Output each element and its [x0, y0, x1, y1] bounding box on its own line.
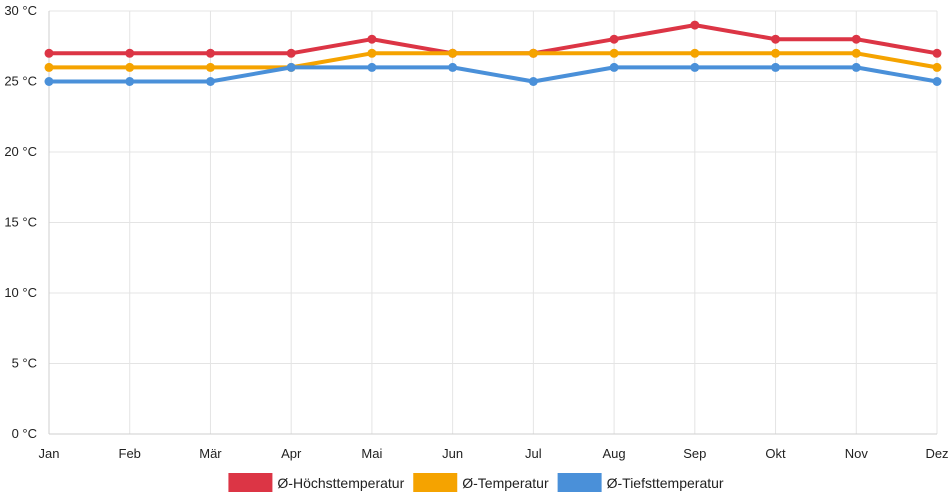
x-tick-label: Feb [119, 446, 141, 461]
x-tick-label: Dez [925, 446, 948, 461]
x-tick-label: Okt [765, 446, 786, 461]
x-tick-label: Apr [281, 446, 302, 461]
legend-label: Ø-Höchsttemperatur [277, 475, 404, 491]
series-line [47, 65, 939, 84]
data-point [690, 62, 700, 72]
y-tick-label: 5 °C [12, 356, 37, 371]
data-point [205, 77, 215, 86]
data-point [125, 62, 135, 72]
series-2 [44, 48, 942, 72]
data-point [609, 48, 619, 58]
data-point [771, 62, 781, 72]
y-tick-label: 20 °C [4, 144, 37, 159]
data-point [286, 62, 296, 72]
data-point [367, 62, 377, 72]
data-point [448, 48, 458, 58]
data-point [851, 62, 861, 72]
x-tick-label: Mär [199, 446, 222, 461]
legend-label: Ø-Tiefsttemperatur [607, 475, 724, 491]
data-point [528, 77, 538, 86]
data-point [851, 48, 861, 58]
data-point [448, 62, 458, 72]
y-tick-label: 25 °C [4, 74, 37, 89]
legend-label: Ø-Temperatur [462, 475, 549, 491]
data-point [205, 48, 215, 58]
y-tick-label: 10 °C [4, 285, 37, 300]
data-point [932, 48, 942, 58]
x-tick-label: Jun [442, 446, 463, 461]
data-point [690, 48, 700, 58]
series-line [47, 23, 939, 56]
x-tick-label: Jan [39, 446, 60, 461]
data-point [125, 48, 135, 58]
data-point [771, 34, 781, 44]
x-tick-label: Mai [361, 446, 382, 461]
legend-swatch [228, 473, 273, 492]
x-axis: Jan Feb Mär Apr Mai Jun Jul Aug Sep Okt Nov Dez [39, 433, 949, 461]
y-tick-label: 15 °C [4, 215, 37, 230]
x-tick-label: Jul [525, 446, 542, 461]
data-point [125, 77, 135, 86]
data-point [44, 48, 54, 58]
legend-swatch [557, 473, 602, 492]
legend-swatch [413, 473, 458, 492]
x-tick-label: Aug [603, 446, 626, 461]
data-point [44, 62, 54, 72]
data-point [609, 34, 619, 44]
series-3 [44, 62, 942, 86]
data-point [851, 34, 861, 44]
series-group [44, 20, 942, 86]
data-point [205, 62, 215, 72]
data-point [609, 62, 619, 72]
y-tick-label: 30 °C [4, 3, 37, 18]
legend-item-3[interactable]: Ø-Tiefsttemperatur [557, 473, 724, 492]
series-line [47, 51, 939, 70]
data-point [44, 77, 54, 86]
data-point [771, 48, 781, 58]
data-point [528, 48, 538, 58]
x-tick-label: Sep [683, 446, 706, 461]
x-tick-label: Nov [845, 446, 869, 461]
data-point [690, 20, 700, 30]
data-point [932, 62, 942, 72]
y-tick-label: 0 °C [12, 426, 37, 441]
legend: Ø-Höchsttemperatur Ø-Temperatur Ø-Tiefstte… [228, 473, 724, 492]
data-point [367, 48, 377, 58]
legend-item-2[interactable]: Ø-Temperatur [413, 473, 549, 492]
data-point [932, 77, 942, 86]
data-point [286, 48, 296, 58]
legend-item-1[interactable]: Ø-Höchsttemperatur [228, 473, 405, 492]
data-point [367, 34, 377, 44]
y-axis: 0 °C 5 °C 10 °C 15 °C 20 °C 25 °C 30 °C [4, 3, 50, 441]
